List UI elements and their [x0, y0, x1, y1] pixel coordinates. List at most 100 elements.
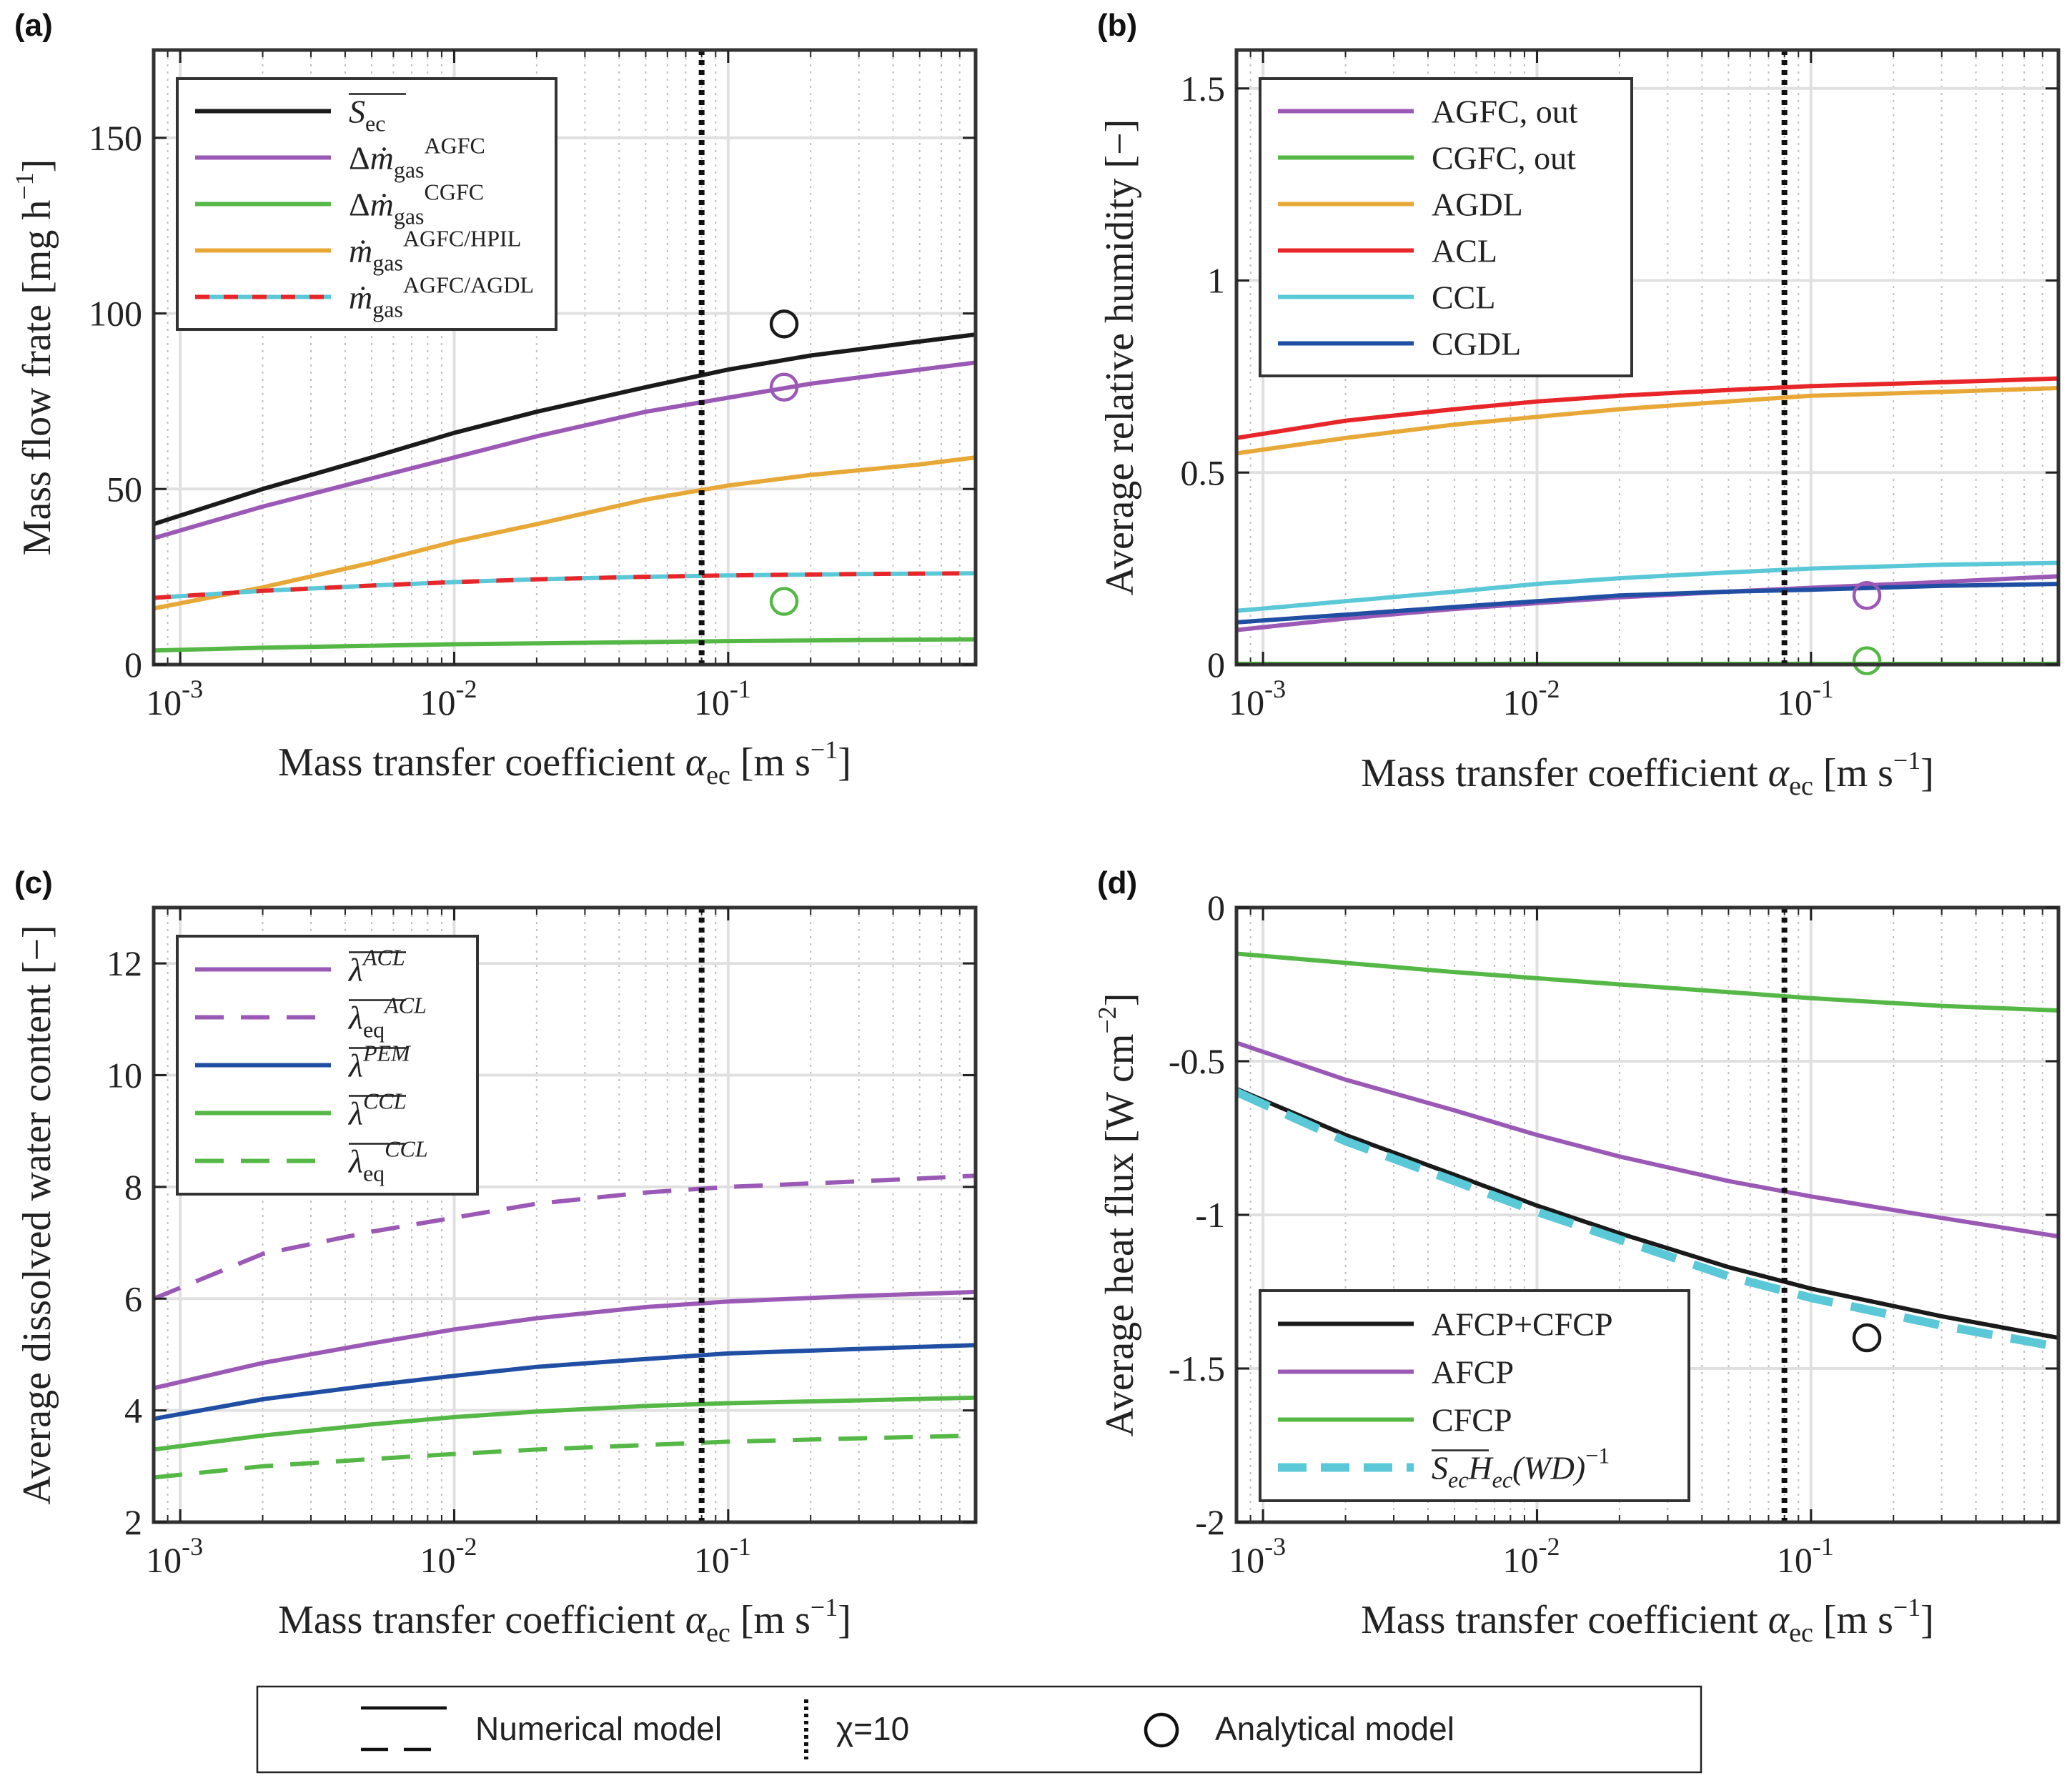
legend-label: AFCP: [1432, 1354, 1514, 1391]
bottom-legend-box: [256, 1685, 1702, 1774]
legend-label: CCL: [1432, 279, 1495, 316]
series-line-ṁgas AGFC/HPIL: [154, 455, 976, 611]
analytical-marker: [769, 372, 799, 402]
x-tick-label: 10-2: [420, 675, 477, 722]
legend: SecΔṁgasAGFCΔṁgasCGFCṁgasAGFC/HPILṁgasAG…: [176, 77, 557, 331]
y-tick-label: 0: [124, 645, 142, 685]
panel-c: (c) 10-3 10-2 10-1 2 4 6 8 10 12 Mass transfer coe…: [14, 865, 978, 1648]
y-axis-label: Mass flow frate [mg h−1]: [10, 159, 59, 556]
x-axis-label: Mass transfer coefficient αec [m s−1]: [1361, 746, 1934, 801]
legend-label: λACL: [347, 945, 405, 988]
x-tick-label: 10-2: [1502, 1532, 1560, 1580]
y-tick-label: 2: [124, 1502, 142, 1542]
legend-label: CGDL: [1432, 326, 1521, 362]
y-tick-label: -0.5: [1169, 1041, 1225, 1081]
x-axis-label: Mass transfer coefficient αec [m s−1]: [278, 1593, 851, 1648]
legend-label: AGFC, out: [1432, 94, 1578, 130]
y-tick-label: 50: [106, 469, 142, 509]
y-tick-label: 4: [124, 1391, 142, 1431]
x-tick-label: 10-3: [146, 675, 203, 722]
series-group: [1236, 951, 2058, 1351]
series-line-S̄ec: [154, 332, 976, 527]
legend-label: ACL: [1432, 233, 1497, 269]
axes-frame: [1234, 48, 2061, 667]
legend-analytical-label: Analytical model: [1215, 1710, 1454, 1747]
series-line-λ̄ PEM: [154, 1343, 976, 1421]
panel-d: (d) 10-3 10-2 10-1 -2 -1.5 -1 -0.5 0 Mass transfe…: [1093, 865, 2061, 1648]
legend-label: CGFC, out: [1432, 140, 1576, 177]
legend-label: CFCP: [1432, 1402, 1512, 1439]
y-tick-label: -1.5: [1169, 1349, 1225, 1389]
series-line-λ̄eq ACL: [154, 1173, 976, 1301]
legend-label: λeqCCL: [347, 1136, 428, 1186]
series-line-ACL: [1236, 376, 2058, 440]
panel-label: (c): [14, 865, 53, 900]
series-line-CGDL: [1236, 582, 2058, 625]
axes-frame: [152, 905, 978, 1524]
x-tick-label: 10-1: [694, 1532, 751, 1580]
y-tick-label: 1: [1207, 261, 1225, 301]
series-group: [154, 1173, 976, 1480]
legend-label: AFCP+CFCP: [1432, 1306, 1613, 1343]
x-axis-label: Mass transfer coefficient αec [m s−1]: [1361, 1593, 1934, 1648]
series-line-λ̄ CCL: [154, 1395, 976, 1452]
panel-label: (a): [14, 8, 53, 43]
analytical-marker: [1852, 646, 1882, 675]
series-line-S̄ecHec(WD)^-1: [1236, 1088, 2058, 1351]
legend-chi-label: χ=10: [836, 1710, 909, 1747]
legend-label: λeqACL: [347, 993, 427, 1043]
legend-label: Sec: [349, 94, 385, 136]
legend-label: AGDL: [1432, 187, 1523, 223]
y-tick-label: 12: [106, 943, 142, 983]
x-tick-label: 10-2: [420, 1532, 477, 1580]
x-tick-label: 10-3: [146, 1532, 203, 1580]
y-tick-label: 10: [106, 1056, 142, 1096]
y-tick-label: 0.5: [1181, 452, 1226, 492]
series-line-λ̄ ACL: [154, 1289, 976, 1391]
panel-a: (a) 10-3 10-2 10-1 0 50 100 150 Mass transfer co…: [10, 8, 978, 790]
panel-label: (b): [1097, 8, 1137, 43]
legend-label: λPEM: [347, 1040, 412, 1084]
legend: AFCP+CFCP AFCP CFCP SecHec(WD)−1: [1259, 1289, 1690, 1502]
x-tick-label: 10-3: [1229, 1532, 1286, 1580]
legend: AGFC, out CGFC, out AGDL ACL CCL CGDL: [1259, 77, 1633, 377]
y-tick-label: 8: [124, 1167, 142, 1207]
panel-b: (b) 10-3 10-2 10-1 0 0.5 1 1.5 Mass transfer coe…: [1097, 8, 2061, 801]
y-axis-label: Average relative humidity [−]: [1098, 119, 1142, 596]
x-tick-label: 10-3: [1229, 675, 1286, 722]
legend-label: ṁgasAGFC/AGDL: [349, 272, 534, 322]
analytical-marker: [769, 587, 799, 616]
legend-label: SecHec(WD)−1: [1432, 1443, 1610, 1493]
series-line-Δṁgas AGFC: [154, 360, 976, 540]
analytical-marker: [1852, 581, 1882, 610]
series-line-ṁgas AGFC/AGDL-overlay: [154, 571, 976, 600]
legend-numerical-label: Numerical model: [475, 1710, 722, 1747]
y-tick-label: 1.5: [1181, 69, 1226, 109]
legend-label: ΔṁgasCGFC: [349, 179, 484, 229]
series-line-Δṁgas CGFC: [154, 637, 976, 653]
y-axis-label: Average heat flux [W cm−2]: [1093, 993, 1142, 1437]
legend-circle-sample: [1144, 1712, 1179, 1748]
series-line-CCL: [1236, 560, 2058, 613]
y-tick-label: -2: [1195, 1502, 1225, 1542]
series-line-AFCP+CFCP: [1236, 1086, 2058, 1340]
panel-label: (d): [1097, 865, 1137, 900]
analytical-marker: [769, 309, 799, 339]
series-group: [154, 332, 976, 653]
x-tick-label: 10-1: [1777, 1532, 1834, 1580]
y-tick-label: 100: [89, 294, 142, 334]
series-line-AGDL: [1236, 386, 2058, 456]
series-line-λ̄eq CCL: [154, 1433, 976, 1480]
y-tick-label: 150: [89, 118, 142, 158]
y-tick-label: -1: [1195, 1195, 1225, 1235]
legend-label: λCCL: [347, 1088, 406, 1132]
y-tick-label: 0: [1207, 645, 1225, 685]
y-tick-label: 0: [1207, 888, 1225, 928]
series-line-AFCP: [1236, 1040, 2058, 1239]
x-tick-label: 10-1: [694, 675, 751, 722]
x-tick-label: 10-2: [1502, 675, 1560, 722]
axes-frame: [152, 48, 978, 667]
